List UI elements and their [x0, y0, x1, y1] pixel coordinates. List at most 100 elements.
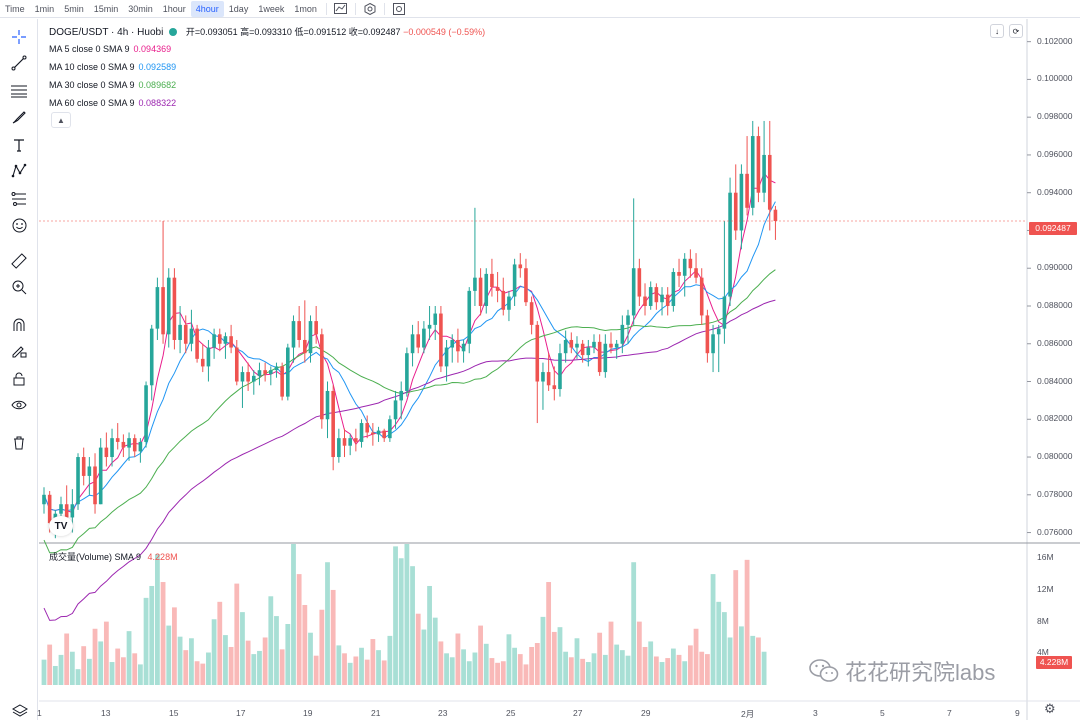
volume-bar	[438, 641, 444, 685]
volume-bar	[257, 650, 262, 685]
indicator-settings-icon[interactable]	[360, 1, 380, 17]
smiley-icon[interactable]	[7, 215, 31, 235]
crosshair-icon[interactable]	[7, 27, 31, 47]
volume-tick-label: 4M	[1037, 647, 1049, 658]
collapse-legend-button[interactable]: ▲	[51, 112, 71, 128]
market-status-dot	[169, 28, 178, 36]
candle-body	[371, 432, 375, 435]
candle-body	[70, 504, 75, 518]
gear-icon[interactable]: ⚙	[1044, 701, 1056, 716]
candle-body	[98, 447, 103, 505]
candle-body	[648, 287, 653, 306]
candle-body	[728, 192, 732, 297]
candle-body	[144, 385, 148, 442]
ruler-icon[interactable]	[7, 251, 31, 271]
volume-bar	[109, 662, 115, 685]
ma60-legend[interactable]: MA 60 close 0 SMA 9 0.088322	[49, 98, 176, 108]
price-tick-label: 0.102000	[1037, 35, 1073, 46]
volume-legend[interactable]: 成交量(Volume) SMA 9 4.228M	[49, 550, 178, 563]
timeframe-1hour[interactable]: 1hour	[162, 3, 186, 14]
scroll-down-button[interactable]: ↓	[990, 24, 1004, 38]
volume-bar	[393, 546, 398, 685]
arrow-down-icon: ↓	[995, 26, 999, 36]
trash-icon[interactable]	[7, 433, 31, 453]
volume-bar	[631, 562, 637, 685]
horizontal-lines-icon[interactable]	[7, 81, 31, 101]
candle-body	[87, 466, 92, 476]
ma30-legend[interactable]: MA 30 close 0 SMA 9 0.089682	[49, 80, 176, 90]
volume-bar	[512, 647, 518, 685]
volume-bar	[619, 650, 625, 685]
zoom-in-icon[interactable]	[7, 277, 31, 297]
candle-body	[597, 341, 602, 373]
toolbar-divider	[354, 2, 356, 15]
candle-body	[637, 268, 642, 297]
candle-body	[206, 347, 211, 367]
reset-chart-button[interactable]: ⟳	[1009, 24, 1023, 38]
time-tick-label: 29	[641, 708, 651, 718]
text-tool-icon[interactable]	[7, 135, 31, 155]
candle-body	[291, 321, 296, 348]
trend-line-icon[interactable]	[7, 53, 31, 73]
volume-bar	[58, 654, 64, 685]
layers-icon[interactable]	[10, 701, 30, 720]
volume-bar	[574, 638, 580, 685]
candle-body	[405, 353, 409, 391]
volume-bar	[342, 653, 347, 685]
wechat-icon	[809, 659, 839, 682]
volume-bar	[636, 621, 642, 685]
eye-icon[interactable]	[7, 395, 31, 415]
timeframe-1mon[interactable]: 1mon	[294, 3, 317, 14]
timeframe-5min[interactable]: 5min	[64, 3, 84, 14]
watermark-text: 花花研究院labs	[845, 660, 996, 685]
volume-bar	[523, 664, 529, 685]
volume-bar	[540, 616, 546, 685]
ma-line-ma30	[43, 269, 776, 554]
candle-body	[767, 154, 772, 210]
pattern-icon[interactable]	[7, 161, 31, 181]
candle-body	[665, 294, 670, 306]
chart-canvas[interactable]	[39, 19, 1080, 720]
magnet-icon[interactable]	[7, 315, 31, 335]
chart-type-icon[interactable]	[331, 1, 351, 17]
candle-body	[178, 324, 182, 340]
timeframe-4hour[interactable]: 4hour	[190, 0, 224, 17]
candle-body	[376, 430, 381, 435]
screenshot-icon[interactable]	[389, 1, 409, 17]
volume-bar	[455, 633, 461, 685]
ma10-legend[interactable]: MA 10 close 0 SMA 9 0.092589	[49, 62, 176, 72]
candle-body	[478, 277, 483, 306]
volume-bar	[228, 646, 234, 685]
volume-bar	[103, 621, 109, 685]
candle-body	[563, 339, 568, 354]
tradingview-logo[interactable]: TV	[49, 516, 73, 536]
volume-bar	[534, 643, 540, 685]
lock-icon[interactable]	[7, 369, 31, 389]
candle-body	[773, 209, 778, 222]
candle-body	[331, 390, 335, 458]
volume-bar	[750, 635, 756, 685]
candle-body	[694, 268, 698, 278]
volume-bar	[653, 656, 659, 685]
volume-bar	[500, 661, 506, 685]
timeframe-1min[interactable]: 1min	[34, 3, 55, 14]
chart-area[interactable]: DOGE/USDT · 4h · Huobi 开=0.093051 高=0.09…	[37, 19, 1080, 720]
timeframe-30min[interactable]: 30min	[128, 3, 153, 14]
ma10-value: 0.092589	[138, 62, 177, 72]
volume-bar	[580, 658, 586, 685]
timeframe-1week[interactable]: 1week	[258, 3, 285, 14]
candle-body	[393, 400, 398, 420]
timeframe-time[interactable]: Time	[5, 3, 25, 14]
candle-body	[388, 419, 392, 439]
timeframe-15min[interactable]: 15min	[93, 3, 119, 14]
ma5-legend[interactable]: MA 5 close 0 SMA 9 0.094369	[49, 44, 171, 54]
volume-bar	[489, 658, 495, 685]
forecast-icon[interactable]	[7, 189, 31, 209]
volume-bar	[727, 637, 733, 685]
candle-body	[512, 264, 517, 297]
timeframe-1day[interactable]: 1day	[228, 3, 249, 14]
lock-drawing-icon[interactable]	[7, 341, 31, 361]
candle-body	[592, 341, 596, 348]
volume-bar	[461, 649, 466, 685]
brush-icon[interactable]	[7, 107, 31, 127]
